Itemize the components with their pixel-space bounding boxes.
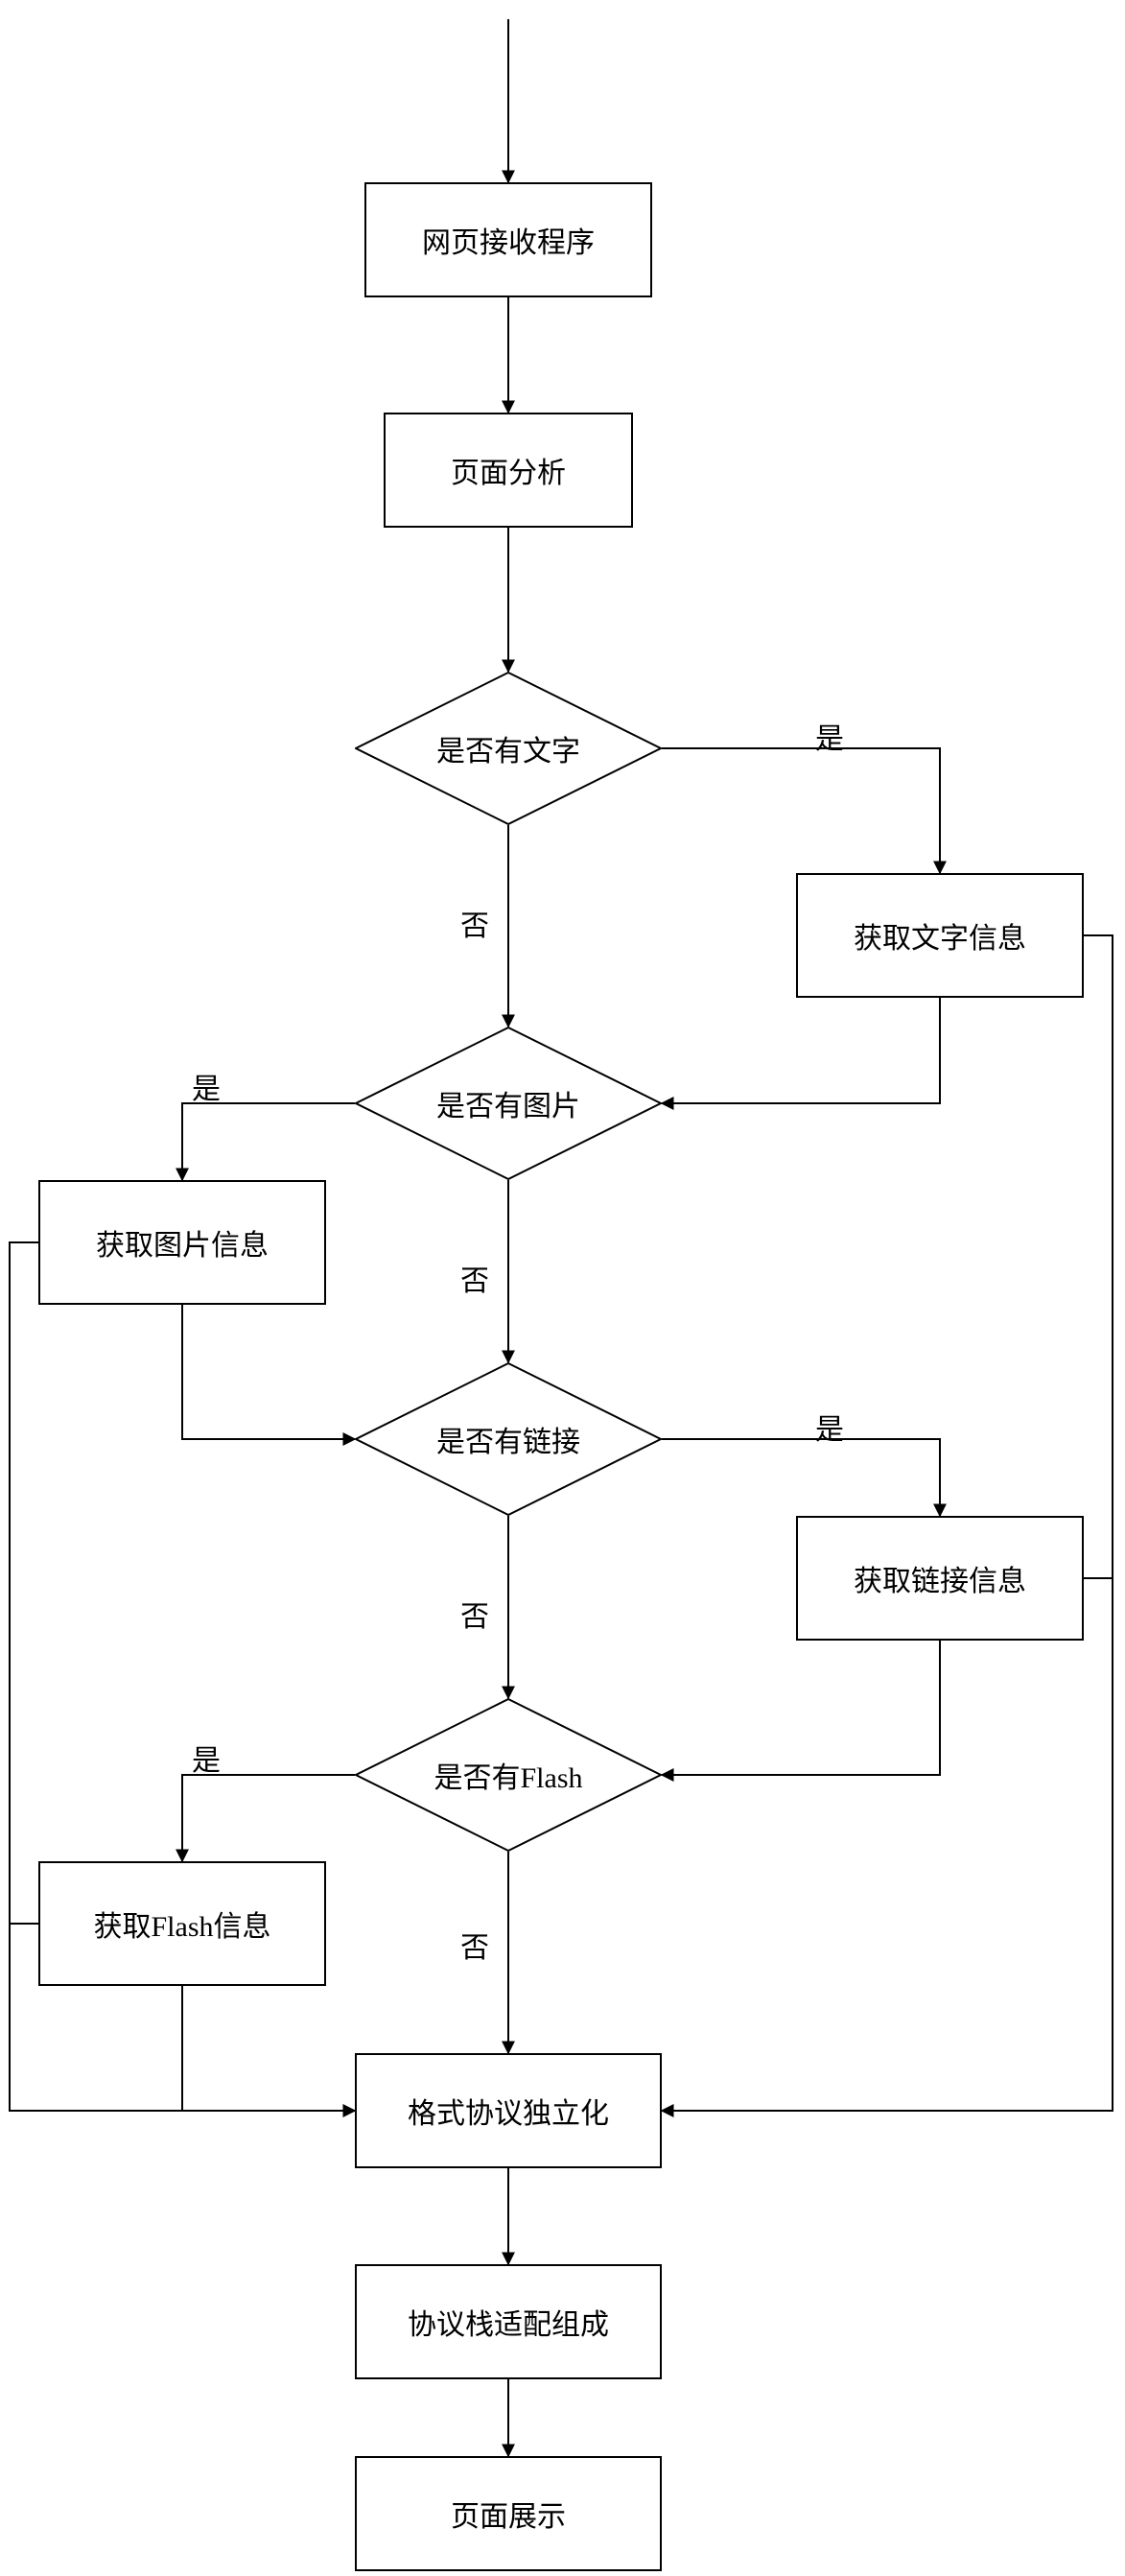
flowchart-edge	[662, 1439, 940, 1516]
node-label: 获取Flash信息	[93, 1902, 270, 1945]
edge-label: 是	[815, 1406, 844, 1448]
flowchart-process-n_format: 格式协议独立化	[355, 2053, 662, 2168]
flowchart-process-n_receive: 网页接收程序	[364, 182, 652, 297]
flowchart-process-n_get_link: 获取链接信息	[796, 1516, 1084, 1641]
edge-label: 否	[460, 1257, 489, 1299]
node-label: 是否有文字	[436, 727, 580, 769]
node-label: 获取图片信息	[96, 1221, 269, 1264]
flowchart-decision-d_text: 是否有文字	[355, 672, 662, 825]
flowchart-edge	[662, 748, 940, 873]
node-label: 协议栈适配组成	[408, 2301, 609, 2343]
flowchart-decision-d_flash: 是否有Flash	[355, 1698, 662, 1852]
flowchart-process-n_stack: 协议栈适配组成	[355, 2264, 662, 2379]
edge-label: 是	[815, 715, 844, 757]
flowchart-edge	[662, 998, 940, 1103]
flowchart-process-n_get_text: 获取文字信息	[796, 873, 1084, 998]
node-label: 是否有Flash	[434, 1754, 582, 1796]
flowchart-edge	[182, 1775, 355, 1861]
flowchart-edge	[182, 1986, 355, 2111]
edge-label: 是	[192, 1065, 221, 1107]
flowchart-process-n_get_flash: 获取Flash信息	[38, 1861, 326, 1986]
flowchart-edge	[182, 1103, 355, 1180]
flowchart-decision-d_link: 是否有链接	[355, 1362, 662, 1516]
edge-label: 否	[460, 1593, 489, 1635]
node-label: 格式协议独立化	[408, 2090, 609, 2132]
node-label: 获取文字信息	[854, 914, 1026, 957]
node-label: 页面分析	[451, 449, 566, 491]
flowchart-decision-d_image: 是否有图片	[355, 1027, 662, 1180]
flowchart-edge	[662, 1641, 940, 1775]
flowchart-process-n_get_image: 获取图片信息	[38, 1180, 326, 1305]
flowchart-process-n_display: 页面展示	[355, 2456, 662, 2571]
node-label: 是否有链接	[436, 1418, 580, 1460]
node-label: 网页接收程序	[422, 219, 595, 261]
node-label: 是否有图片	[436, 1082, 580, 1124]
edge-label: 否	[460, 902, 489, 944]
node-label: 页面展示	[451, 2493, 566, 2535]
flowchart-process-n_analyze: 页面分析	[384, 413, 633, 528]
edge-label: 是	[192, 1737, 221, 1779]
node-label: 获取链接信息	[854, 1557, 1026, 1599]
flowchart-edge	[182, 1305, 355, 1439]
edge-label: 否	[460, 1924, 489, 1966]
